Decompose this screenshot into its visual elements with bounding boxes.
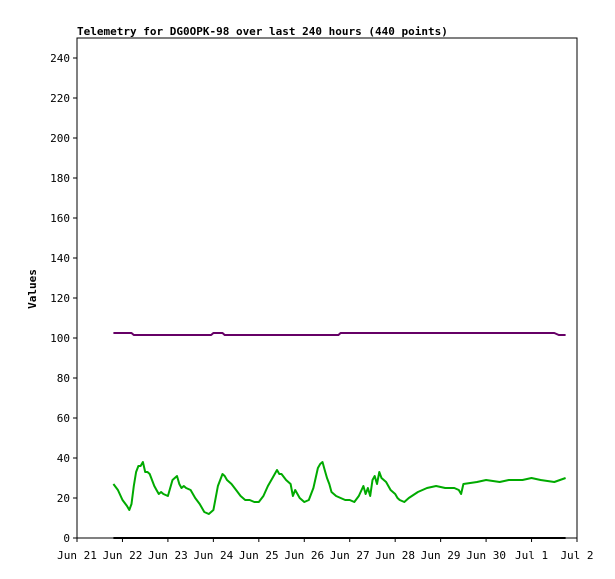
- y-tick-label: 240: [50, 52, 70, 65]
- x-tick-label: Jun 24: [193, 549, 233, 562]
- y-tick-label: 20: [57, 492, 70, 505]
- series-layer: [112, 332, 566, 539]
- x-tick-label: Jun 30: [466, 549, 506, 562]
- y-tick-label: 140: [50, 252, 70, 265]
- x-tick-label: Jun 27: [330, 549, 370, 562]
- x-tick-label: Jun 29: [421, 549, 461, 562]
- x-tick-label: Jul 2: [560, 549, 593, 562]
- y-tick-label: 100: [50, 332, 70, 345]
- y-tick-label: 220: [50, 92, 70, 105]
- y-tick-label: 0: [63, 532, 70, 545]
- plot-frame: [76, 37, 578, 539]
- y-tick-label: 60: [57, 412, 70, 425]
- y-axis-label: Values: [26, 269, 39, 309]
- x-tick-label: Jun 26: [284, 549, 324, 562]
- chart-title: Telemetry for DG0OPK-98 over last 240 ho…: [77, 25, 448, 38]
- y-tick-label: 120: [50, 292, 70, 305]
- x-tick-label: Jun 25: [239, 549, 279, 562]
- x-tick-label: Jun 28: [375, 549, 415, 562]
- x-axis: Jun 21 Jun 22 Jun 23 Jun 24 Jun 25 Jun 26 Jun …: [57, 538, 594, 562]
- y-axis: 0 20 40 60 80 100 120 140 160 180 200 220 240: [50, 52, 77, 545]
- x-tick-label: Jun 23: [148, 549, 188, 562]
- x-tick-label: Jul 1: [515, 549, 548, 562]
- y-tick-label: 200: [50, 132, 70, 145]
- y-tick-label: 80: [57, 372, 70, 385]
- y-tick-label: 40: [57, 452, 70, 465]
- y-tick-label: 160: [50, 212, 70, 225]
- series-line-1: [113, 332, 566, 336]
- y-tick-label: 180: [50, 172, 70, 185]
- series-line-2: [112, 461, 566, 515]
- x-tick-label: Jun 22: [103, 549, 143, 562]
- x-tick-label: Jun 21: [57, 549, 97, 562]
